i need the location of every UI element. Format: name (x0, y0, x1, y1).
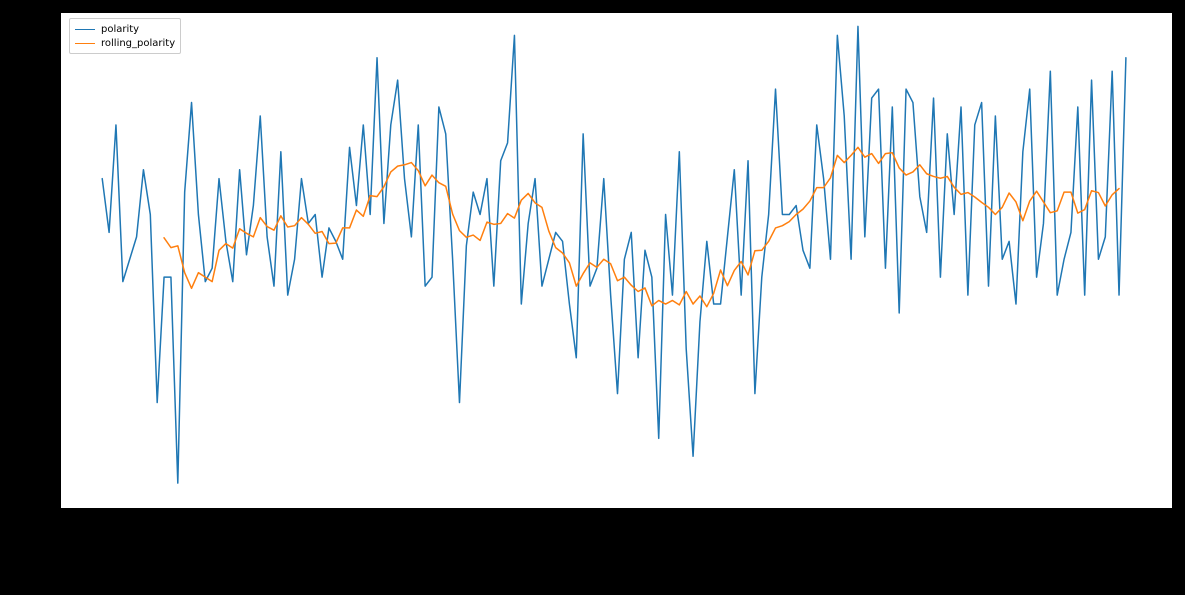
legend-label-rolling-polarity: rolling_polarity (101, 38, 175, 49)
legend-swatch-rolling-polarity (75, 43, 95, 44)
legend-item-rolling-polarity: rolling_polarity (75, 36, 175, 50)
legend-swatch-polarity (75, 29, 95, 30)
legend-label-polarity: polarity (101, 24, 139, 35)
legend: polarity rolling_polarity (69, 18, 181, 54)
series-polarity (102, 26, 1126, 483)
chart-canvas (61, 13, 1174, 510)
chart-axes: polarity rolling_polarity (60, 12, 1173, 509)
series-rolling_polarity (164, 147, 1119, 306)
legend-item-polarity: polarity (75, 22, 175, 36)
